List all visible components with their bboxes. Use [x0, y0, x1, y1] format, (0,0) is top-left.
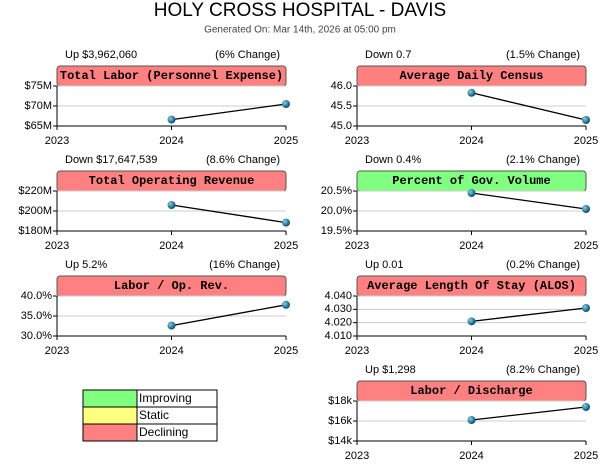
- y-tick-label: 46.0: [331, 80, 352, 92]
- change: (8.6% Change): [206, 154, 280, 166]
- legend-swatch: [82, 389, 138, 408]
- x-tick-label: 2023: [345, 450, 369, 462]
- y-tick-label: 40.0%: [21, 290, 52, 302]
- y-tick-label: 4.040: [324, 290, 352, 302]
- data-line: [171, 204, 287, 224]
- change: (0.2% Change): [506, 259, 580, 271]
- data-line: [171, 304, 287, 327]
- data-point: [167, 115, 176, 124]
- x-tick-label: 2024: [159, 240, 183, 252]
- y-tick-label: $220M: [18, 185, 52, 197]
- legend-label: Static: [139, 408, 169, 422]
- y-tick-label: $180M: [18, 225, 52, 237]
- y-tick-label: 20.0%: [321, 205, 352, 217]
- page-subtitle: Generated On: Mar 14th, 2026 at 05:00 pm: [204, 25, 396, 36]
- panel-title: Percent of Gov. Volume: [392, 174, 550, 188]
- summary: Down 0.4%: [365, 154, 421, 166]
- panel-title: Average Length Of Stay (ALOS): [367, 279, 576, 293]
- x-tick-label: 2023: [345, 240, 369, 252]
- data-line: [471, 192, 587, 210]
- x-tick-label: 2023: [45, 135, 69, 147]
- data-point: [467, 189, 476, 197]
- y-tick-label: $14k: [328, 435, 352, 447]
- change: (1.5% Change): [506, 49, 580, 61]
- page-title: HOLY CROSS HOSPITAL - DAVIS: [154, 0, 446, 21]
- change: (16% Change): [209, 259, 280, 271]
- legend-label-box: [136, 423, 218, 442]
- x-tick-label: 2024: [459, 450, 483, 462]
- summary: Up $1,298: [365, 364, 416, 376]
- panel-title: Total Operating Revenue: [89, 174, 255, 188]
- data-point: [582, 205, 590, 213]
- y-tick-label: $70M: [24, 100, 52, 112]
- data-line: [471, 92, 587, 121]
- data-point: [282, 218, 290, 227]
- x-tick-label: 2023: [345, 345, 369, 357]
- x-tick-label: 2023: [345, 135, 369, 147]
- data-point: [282, 100, 290, 108]
- legend-label: Declining: [139, 425, 188, 439]
- data-point: [467, 317, 476, 326]
- change: (8.2% Change): [506, 364, 580, 376]
- x-tick-label: 2025: [574, 240, 598, 252]
- x-tick-label: 2025: [274, 135, 298, 147]
- x-tick-label: 2025: [274, 240, 298, 252]
- panel-title: Average Daily Census: [399, 69, 543, 83]
- y-tick-label: $75M: [24, 80, 52, 92]
- x-tick-label: 2025: [574, 135, 598, 147]
- legend-swatch: [82, 423, 138, 442]
- summary: Up $3,962,060: [65, 49, 137, 61]
- data-point: [167, 201, 176, 209]
- y-tick-label: $65M: [24, 120, 52, 132]
- y-tick-label: 4.030: [324, 303, 352, 315]
- y-tick-label: 35.0%: [21, 310, 52, 322]
- x-tick-label: 2025: [574, 345, 598, 357]
- y-tick-label: 4.020: [324, 317, 352, 329]
- y-tick-label: 20.5%: [321, 185, 352, 197]
- summary: Up 0.01: [365, 259, 404, 271]
- data-line: [171, 103, 287, 121]
- summary: Up 5.2%: [65, 259, 107, 271]
- y-tick-label: 19.5%: [321, 225, 352, 237]
- x-tick-label: 2025: [574, 450, 598, 462]
- data-point: [582, 403, 590, 411]
- x-tick-label: 2024: [459, 240, 483, 252]
- change: (6% Change): [215, 49, 280, 61]
- x-tick-label: 2023: [45, 345, 69, 357]
- legend-label: Improving: [139, 391, 192, 405]
- data-point: [582, 304, 590, 312]
- summary: Down 0.7: [365, 49, 411, 61]
- y-tick-label: 4.010: [324, 330, 352, 342]
- summary: Down $17,647,539: [65, 154, 157, 166]
- panel-title: Labor / Op. Rev.: [114, 279, 229, 293]
- panel-title: Labor / Discharge: [410, 384, 532, 398]
- y-tick-label: 30.0%: [21, 330, 52, 342]
- data-point: [582, 116, 590, 124]
- x-tick-label: 2024: [459, 135, 483, 147]
- data-point: [467, 416, 476, 424]
- legend-swatch: [82, 406, 138, 425]
- data-line: [471, 406, 587, 421]
- y-tick-label: 45.0: [331, 120, 352, 132]
- x-tick-label: 2024: [159, 345, 183, 357]
- data-point: [282, 300, 290, 309]
- change: (2.1% Change): [506, 154, 580, 166]
- y-tick-label: 45.5: [331, 100, 352, 112]
- data-line: [471, 307, 587, 322]
- y-tick-label: $200M: [18, 205, 52, 217]
- data-point: [167, 321, 176, 330]
- y-tick-label: $16k: [328, 415, 352, 427]
- x-tick-label: 2025: [274, 345, 298, 357]
- y-tick-label: $18k: [328, 395, 352, 407]
- data-point: [467, 88, 476, 97]
- x-tick-label: 2024: [159, 135, 183, 147]
- panel-title: Total Labor (Personnel Expense): [60, 69, 283, 83]
- x-tick-label: 2024: [459, 345, 483, 357]
- x-tick-label: 2023: [45, 240, 69, 252]
